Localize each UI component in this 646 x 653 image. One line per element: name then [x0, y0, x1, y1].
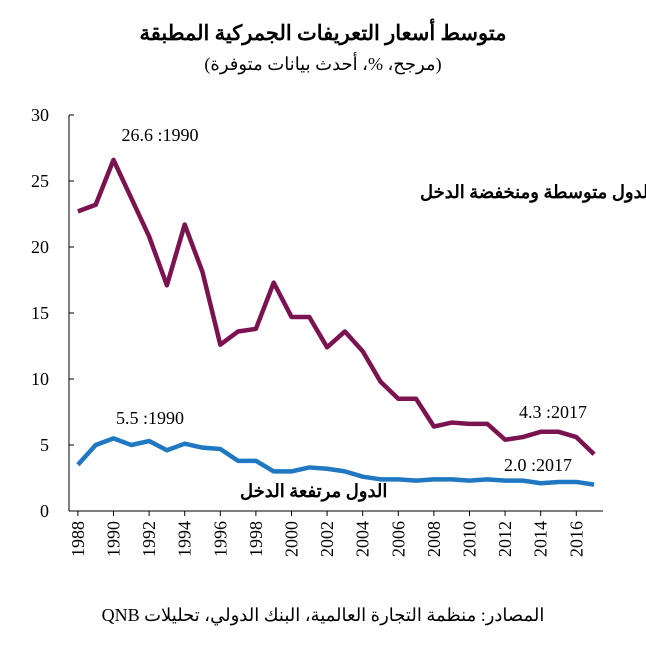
x-tick-label: 2006	[388, 521, 408, 557]
x-tick-label: 2016	[566, 521, 586, 557]
y-tick-label: 5	[40, 435, 49, 455]
x-tick-label: 2012	[495, 521, 515, 557]
annotation: 26.6 :1990	[121, 125, 198, 145]
source: المصادر: منظمة التجارة العالمية، البنك ا…	[102, 605, 545, 626]
x-tick-label: 1996	[210, 521, 230, 557]
y-tick-label: 0	[40, 501, 49, 521]
x-tick-label: 2008	[424, 521, 444, 557]
x-tick-label: 2014	[531, 521, 551, 557]
annotation: 2.0 :2017	[504, 455, 572, 475]
x-tick-label: 1998	[246, 521, 266, 557]
y-tick-label: 15	[31, 303, 49, 323]
x-tick-label: 2010	[460, 521, 480, 557]
x-tick-label: 2002	[317, 521, 337, 557]
x-tick-label: 1988	[68, 521, 88, 557]
y-tick-label: 20	[31, 237, 49, 257]
x-tick-label: 2000	[282, 521, 302, 557]
x-tick-label: 1990	[104, 521, 124, 557]
chart-title: متوسط أسعار التعريفات الجمركية المطبقة	[140, 18, 507, 46]
x-tick-label: 1994	[175, 521, 195, 557]
x-tick-label: 1992	[139, 521, 159, 557]
y-tick-label: 25	[31, 171, 49, 191]
series-label: الدول متوسطة ومنخفضة الدخل	[420, 182, 646, 203]
annotation: 4.3 :2017	[519, 402, 587, 422]
series-line	[77, 157, 596, 456]
chart-subtitle: (مرجح، %، أحدث بيانات متوفرة)	[204, 52, 441, 75]
series-line	[76, 436, 595, 487]
y-tick-label: 30	[31, 105, 49, 125]
x-tick-label: 2004	[353, 521, 373, 557]
y-tick-label: 10	[31, 369, 49, 389]
series-label: الدول مرتفعة الدخل	[240, 481, 387, 502]
annotation: 5.5 :1990	[116, 408, 184, 428]
